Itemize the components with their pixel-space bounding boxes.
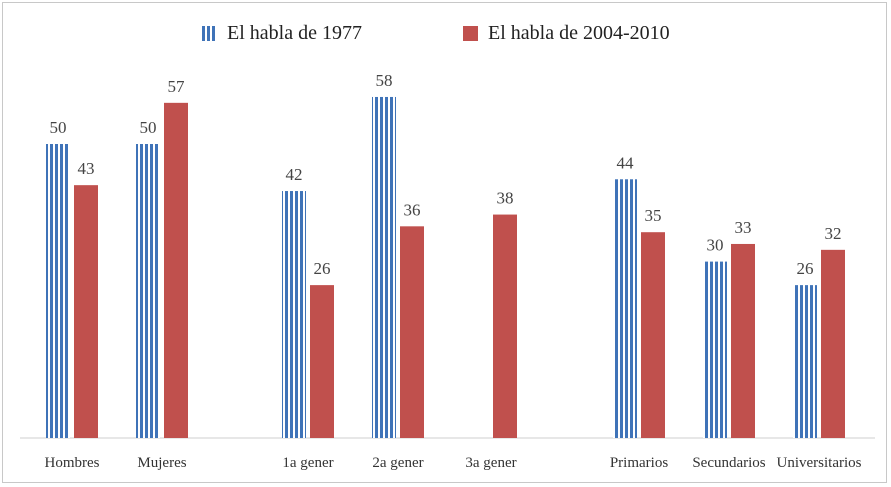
bar-1977 — [703, 261, 727, 438]
bar-1977 — [136, 144, 160, 438]
bar-1977 — [282, 191, 306, 438]
data-label-2004-2010: 33 — [735, 218, 752, 237]
chart-legend: El habla de 1977 El habla de 2004-2010 — [0, 18, 891, 48]
data-label-2004-2010: 32 — [825, 224, 842, 243]
bar-2004-2010 — [164, 102, 188, 438]
data-label-2004-2010: 35 — [645, 206, 662, 225]
bar-2004-2010 — [74, 185, 98, 438]
data-label-1977: 44 — [617, 153, 635, 172]
bar-2004-2010 — [400, 226, 424, 438]
data-label-1977: 42 — [286, 165, 303, 184]
bar-2004-2010 — [641, 232, 665, 438]
data-label-2004-2010: 38 — [497, 189, 514, 208]
data-label-2004-2010: 43 — [78, 159, 95, 178]
legend-item-2004-2010: El habla de 2004-2010 — [463, 22, 670, 45]
x-tick-label: 3a gener — [465, 455, 516, 471]
data-label-2004-2010: 26 — [314, 259, 331, 278]
bar-2004-2010 — [731, 243, 755, 438]
bar-1977 — [46, 144, 70, 438]
legend-item-1977: El habla de 1977 — [202, 22, 362, 45]
legend-swatch-2004-2010 — [463, 26, 478, 41]
legend-label-2004-2010: El habla de 2004-2010 — [488, 22, 670, 44]
x-tick-label: Mujeres — [137, 455, 186, 471]
bar-2004-2010 — [493, 214, 517, 438]
data-label-2004-2010: 57 — [168, 77, 186, 96]
x-tick-label: Primarios — [610, 455, 668, 471]
data-label-1977: 26 — [797, 259, 814, 278]
bar-1977 — [372, 96, 396, 439]
legend-label-1977: El habla de 1977 — [227, 22, 362, 44]
bar-1977 — [613, 179, 637, 438]
legend-swatch-1977 — [202, 26, 217, 41]
bar-1977 — [793, 285, 817, 438]
data-label-2004-2010: 36 — [404, 200, 421, 219]
bar-2004-2010 — [310, 285, 334, 438]
x-tick-label: 1a gener — [282, 455, 333, 471]
x-tick-label: 2a gener — [372, 455, 423, 471]
x-tick-label: Universitarios — [777, 455, 862, 471]
x-tick-label: Hombres — [45, 455, 100, 471]
data-label-1977: 50 — [50, 118, 67, 137]
x-tick-label: Secundarios — [692, 455, 765, 471]
data-label-1977: 50 — [140, 118, 157, 137]
data-label-1977: 30 — [707, 236, 724, 255]
bar-2004-2010 — [821, 249, 845, 438]
data-label-1977: 58 — [376, 71, 393, 90]
